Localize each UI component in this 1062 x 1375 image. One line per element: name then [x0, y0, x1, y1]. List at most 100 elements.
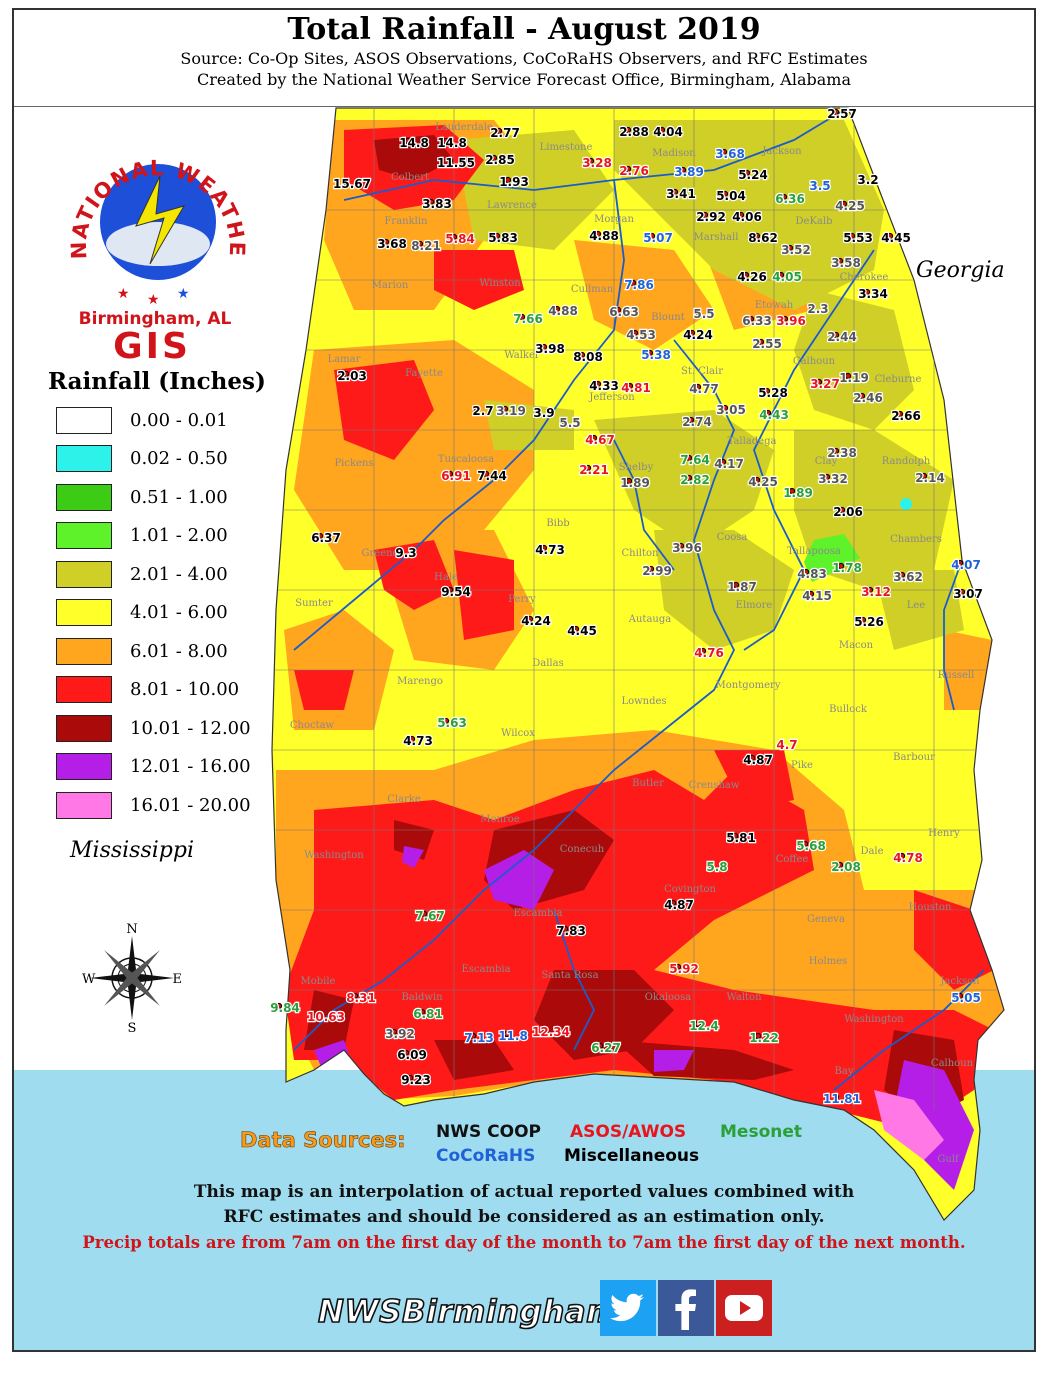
- station-marker[interactable]: 4.87: [742, 752, 774, 768]
- station-marker[interactable]: 15.67: [332, 176, 372, 192]
- station-marker[interactable]: 5.81: [725, 830, 757, 846]
- station-marker[interactable]: 5.5: [692, 306, 716, 322]
- station-marker[interactable]: 3.05: [715, 402, 747, 418]
- station-marker[interactable]: 6.27: [590, 1040, 622, 1056]
- station-marker[interactable]: 9.23: [400, 1072, 432, 1088]
- station-marker[interactable]: 4.45: [880, 230, 912, 246]
- station-marker[interactable]: 5.07: [642, 230, 674, 246]
- station-marker[interactable]: 12.34: [531, 1024, 571, 1040]
- station-marker[interactable]: 3.9: [532, 405, 556, 421]
- station-marker[interactable]: 8.21: [410, 238, 442, 254]
- station-marker[interactable]: 1.87: [726, 579, 758, 595]
- station-marker[interactable]: 3.28: [581, 155, 613, 171]
- station-marker[interactable]: 14.8: [436, 135, 468, 151]
- station-marker[interactable]: 2.21: [578, 462, 610, 478]
- youtube-icon[interactable]: [716, 1280, 772, 1336]
- station-marker[interactable]: 2.88: [618, 124, 650, 140]
- station-marker[interactable]: 4.73: [402, 733, 434, 749]
- station-marker[interactable]: 2.08: [830, 859, 862, 875]
- station-marker[interactable]: 3.96: [775, 313, 807, 329]
- station-marker[interactable]: 5.83: [487, 230, 519, 246]
- station-marker[interactable]: 1.93: [498, 174, 530, 190]
- station-marker[interactable]: 4.17: [713, 456, 745, 472]
- station-marker[interactable]: 2.38: [826, 445, 858, 461]
- station-marker[interactable]: 5.68: [795, 838, 827, 854]
- station-marker[interactable]: 2.7: [471, 403, 495, 419]
- station-marker[interactable]: 6.91: [440, 468, 472, 484]
- station-marker[interactable]: 5.63: [436, 715, 468, 731]
- station-marker[interactable]: 6.36: [774, 191, 806, 207]
- station-marker[interactable]: 5.92: [668, 961, 700, 977]
- station-marker[interactable]: 2.3: [806, 301, 830, 317]
- social-handle[interactable]: NWSBirmingham: [317, 1293, 619, 1331]
- station-marker[interactable]: 14.8: [398, 135, 430, 151]
- station-marker[interactable]: 5.04: [715, 188, 747, 204]
- station-marker[interactable]: 4.24: [520, 613, 552, 629]
- station-marker[interactable]: 2.14: [914, 470, 946, 486]
- station-marker[interactable]: 4.78: [892, 850, 924, 866]
- station-marker[interactable]: 4.81: [620, 380, 652, 396]
- station-marker[interactable]: 9.84: [269, 1000, 301, 1016]
- station-marker[interactable]: 12.4: [688, 1018, 720, 1034]
- station-marker[interactable]: 3.07: [952, 586, 984, 602]
- station-marker[interactable]: 7.64: [679, 452, 711, 468]
- station-marker[interactable]: 8.31: [345, 990, 377, 1006]
- station-marker[interactable]: 9.54: [440, 584, 472, 600]
- station-marker[interactable]: 7.67: [414, 908, 446, 924]
- station-marker[interactable]: 5.8: [705, 859, 729, 875]
- station-marker[interactable]: 3.19: [495, 403, 527, 419]
- station-marker[interactable]: 4.07: [950, 557, 982, 573]
- station-marker[interactable]: 2.92: [695, 209, 727, 225]
- station-marker[interactable]: 5.28: [757, 385, 789, 401]
- station-marker[interactable]: 4.06: [731, 209, 763, 225]
- station-marker[interactable]: 4.67: [584, 432, 616, 448]
- station-marker[interactable]: 1.22: [748, 1030, 780, 1046]
- station-marker[interactable]: 3.89: [673, 164, 705, 180]
- station-marker[interactable]: 11.55: [436, 155, 476, 171]
- station-marker[interactable]: 4.43: [758, 407, 790, 423]
- station-marker[interactable]: 1.89: [619, 475, 651, 491]
- station-marker[interactable]: 4.25: [747, 474, 779, 490]
- station-marker[interactable]: 3.92: [384, 1026, 416, 1042]
- station-marker[interactable]: 3.98: [534, 341, 566, 357]
- station-marker[interactable]: 2.66: [890, 408, 922, 424]
- station-marker[interactable]: 2.57: [826, 106, 858, 122]
- station-marker[interactable]: 2.03: [336, 368, 368, 384]
- station-marker[interactable]: 4.73: [534, 542, 566, 558]
- twitter-icon[interactable]: [600, 1280, 656, 1336]
- station-marker[interactable]: 3.32: [817, 471, 849, 487]
- station-marker[interactable]: 3.12: [860, 584, 892, 600]
- station-marker[interactable]: 3.27: [809, 376, 841, 392]
- station-marker[interactable]: 8.08: [572, 349, 604, 365]
- station-marker[interactable]: 4.7: [775, 737, 799, 753]
- station-marker[interactable]: 4.26: [736, 269, 768, 285]
- station-marker[interactable]: 3.83: [421, 196, 453, 212]
- station-marker[interactable]: 7.44: [476, 468, 508, 484]
- station-marker[interactable]: 4.05: [771, 269, 803, 285]
- station-marker[interactable]: 10.63: [306, 1009, 346, 1025]
- station-marker[interactable]: 2.55: [751, 336, 783, 352]
- station-marker[interactable]: 4.53: [625, 327, 657, 343]
- station-marker[interactable]: 2.82: [679, 472, 711, 488]
- station-marker[interactable]: 2.77: [489, 125, 521, 141]
- station-marker[interactable]: 3.5: [808, 178, 832, 194]
- station-marker[interactable]: 3.68: [376, 236, 408, 252]
- station-marker[interactable]: 3.62: [892, 569, 924, 585]
- station-marker[interactable]: 2.85: [484, 152, 516, 168]
- station-marker[interactable]: 3.58: [830, 255, 862, 271]
- station-marker[interactable]: 4.76: [693, 645, 725, 661]
- station-marker[interactable]: 5.05: [950, 990, 982, 1006]
- station-marker[interactable]: 2.46: [852, 390, 884, 406]
- station-marker[interactable]: 5.84: [444, 231, 476, 247]
- station-marker[interactable]: 4.77: [688, 381, 720, 397]
- station-marker[interactable]: 5.24: [737, 167, 769, 183]
- station-marker[interactable]: 3.34: [857, 286, 889, 302]
- station-marker[interactable]: 4.45: [566, 623, 598, 639]
- station-marker[interactable]: 4.87: [663, 897, 695, 913]
- station-marker[interactable]: 9.3: [394, 545, 418, 561]
- station-marker[interactable]: 4.24: [682, 327, 714, 343]
- station-marker[interactable]: 3.41: [665, 186, 697, 202]
- station-marker[interactable]: 4.15: [801, 588, 833, 604]
- station-marker[interactable]: 5.38: [640, 347, 672, 363]
- station-marker[interactable]: 6.33: [741, 313, 773, 329]
